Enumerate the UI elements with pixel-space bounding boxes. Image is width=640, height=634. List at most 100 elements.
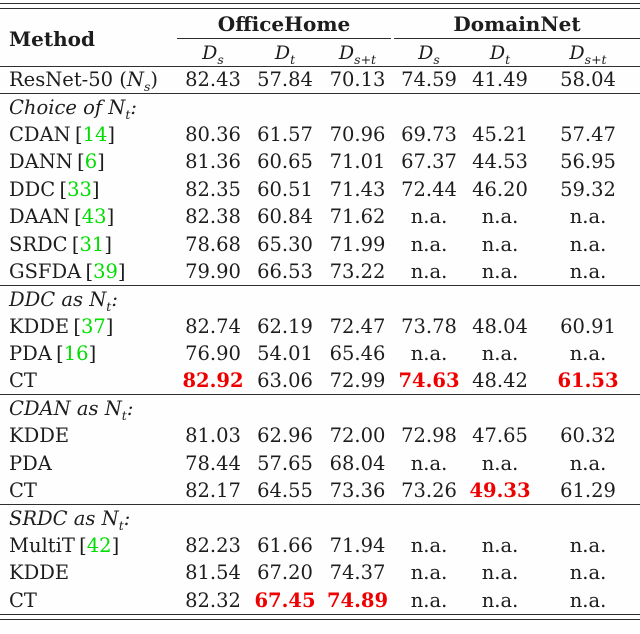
value-cell: n.a. — [481, 588, 519, 612]
citation-number: 16 — [63, 342, 89, 366]
method-name: KDDE — [9, 314, 70, 338]
value-cell: 65.46 — [329, 342, 386, 366]
value-cell: 44.53 — [472, 150, 528, 174]
domain-subscript: s — [433, 52, 440, 66]
method-cell: MultiT [42] — [0, 532, 177, 559]
table-bottom-double-rule — [0, 613, 640, 620]
method-cell: DDC [33] — [0, 176, 177, 203]
value-cell: 61.29 — [560, 478, 616, 502]
value-cell: n.a. — [410, 533, 448, 557]
method-name: PDA — [9, 342, 52, 366]
section-title-cell: SRDC as Nt: — [0, 504, 640, 532]
subcolumn-header-row: Ds Dt Ds+t Ds Dt Ds+t — [0, 39, 640, 66]
domain-subscript: s+t — [584, 52, 607, 66]
section-title-colon: : — [126, 397, 134, 421]
value-cell: 82.38 — [185, 205, 241, 229]
value-cell: 68.04 — [329, 451, 386, 475]
table-row: PDA [16] 76.90 54.01 65.46 n.a. n.a. n.a. — [0, 340, 640, 367]
table-row: KDDE [37] 82.74 62.19 72.47 73.78 48.04 60.91 — [0, 313, 640, 340]
method-name: DAAN — [9, 205, 70, 229]
section-title-colon: : — [130, 95, 137, 119]
method-cell: PDA [16] — [0, 340, 177, 367]
network-subscript: t — [118, 517, 124, 532]
value-cell: 76.90 — [185, 342, 241, 366]
value-cell: 58.04 — [560, 68, 616, 92]
table-row: DAAN [43] 82.38 60.84 71.62 n.a. n.a. n.a. — [0, 203, 640, 230]
value-cell: 59.32 — [560, 177, 616, 201]
value-cell: 64.55 — [257, 478, 313, 502]
value-cell: 45.21 — [472, 122, 528, 146]
method-cell: DANN [6] — [0, 148, 177, 175]
value-cell: n.a. — [569, 561, 607, 585]
table-row: ResNet-50 (Ns) 82.43 57.84 70.13 74.59 41.49 5… — [0, 66, 640, 93]
section-title-row: Choice of Nt: — [0, 93, 640, 121]
method-name: CT — [9, 478, 37, 502]
value-cell: 82.35 — [185, 177, 241, 201]
method-cell: PDA — [0, 449, 177, 476]
network-subscript: t — [121, 408, 127, 423]
table-row: MultiT [42] 82.23 61.66 71.94 n.a. n.a. n.a. — [0, 532, 640, 559]
value-cell: 61.57 — [257, 122, 313, 146]
value-cell: n.a. — [569, 451, 607, 475]
value-cell: 81.54 — [185, 561, 241, 585]
citation-open-bracket: [ — [85, 259, 94, 283]
value-cell: 82.43 — [185, 68, 241, 92]
value-cell: 71.62 — [329, 205, 386, 229]
group-header-officehome: OfficeHome — [177, 12, 394, 39]
citation-open-bracket: [ — [77, 150, 85, 174]
section-title-text: Choice of — [9, 95, 109, 119]
section-title-text: CDAN as — [9, 397, 105, 421]
citation-close-bracket: ] — [107, 122, 116, 146]
value-cell: n.a. — [410, 259, 448, 283]
value-cell: n.a. — [410, 561, 448, 585]
value-cell: 70.96 — [329, 122, 386, 146]
value-cell: 73.22 — [329, 259, 386, 283]
domain-symbol: D — [338, 42, 355, 65]
citation-open-bracket: [ — [56, 342, 64, 366]
method-name: MultiT — [9, 533, 75, 557]
value-cell: n.a. — [569, 588, 607, 612]
method-cell: SRDC [31] — [0, 230, 177, 257]
citation-open-bracket: [ — [73, 314, 81, 338]
table-row: GSFDA [39] 79.90 66.53 73.22 n.a. n.a. n.a. — [0, 258, 640, 285]
value-cell: 57.65 — [257, 451, 313, 475]
subcolumn-header: Ds — [394, 39, 464, 66]
method-name: SRDC — [9, 232, 68, 256]
table-row: SRDC [31] 78.68 65.30 71.99 n.a. n.a. n.a. — [0, 230, 640, 257]
method-name: CDAN — [9, 122, 71, 146]
citation-close-bracket: ] — [111, 533, 120, 557]
section-title-text: DDC as — [9, 287, 90, 311]
table-row: DDC [33] 82.35 60.51 71.43 72.44 46.20 59.32 — [0, 176, 640, 203]
citation-open-bracket: [ — [71, 232, 80, 256]
value-cell: n.a. — [481, 205, 519, 229]
value-cell: 56.95 — [560, 150, 616, 174]
network-subscript: t — [125, 106, 131, 121]
section-title-cell: Choice of Nt: — [0, 93, 640, 121]
table-row: CT 82.17 64.55 73.36 73.26 49.33 61.29 — [0, 477, 640, 504]
citation-close-bracket: ] — [105, 314, 114, 338]
method-cell: CT — [0, 367, 177, 394]
domain-subscript: s — [217, 52, 224, 66]
value-cell: 82.74 — [185, 314, 241, 338]
section-title-colon: : — [111, 287, 118, 311]
value-cell: 72.99 — [329, 369, 386, 393]
value-cell: 81.03 — [185, 424, 241, 448]
value-cell: 82.92 — [182, 369, 244, 393]
value-cell: 57.47 — [560, 122, 616, 146]
citation-number: 31 — [79, 232, 105, 256]
value-cell: n.a. — [481, 259, 519, 283]
calligraphic-n-symbol: N — [126, 68, 144, 92]
baseline-body: ResNet-50 (Ns) 82.43 57.84 70.13 74.59 41.49 5… — [0, 66, 640, 93]
network-subscript: s — [143, 79, 151, 94]
citation-number: 42 — [86, 533, 112, 557]
value-cell: 54.01 — [257, 342, 313, 366]
officehome-label: OfficeHome — [177, 12, 391, 39]
value-cell: 82.23 — [185, 533, 241, 557]
citation-close-bracket: ] — [91, 177, 100, 201]
value-cell: 60.65 — [257, 150, 313, 174]
method-cell: CT — [0, 477, 177, 504]
citation-number: 39 — [93, 259, 118, 283]
citation-number: 33 — [67, 177, 92, 201]
table-row: PDA 78.44 57.65 68.04 n.a. n.a. n.a. — [0, 449, 640, 476]
value-cell: 57.84 — [257, 68, 313, 92]
